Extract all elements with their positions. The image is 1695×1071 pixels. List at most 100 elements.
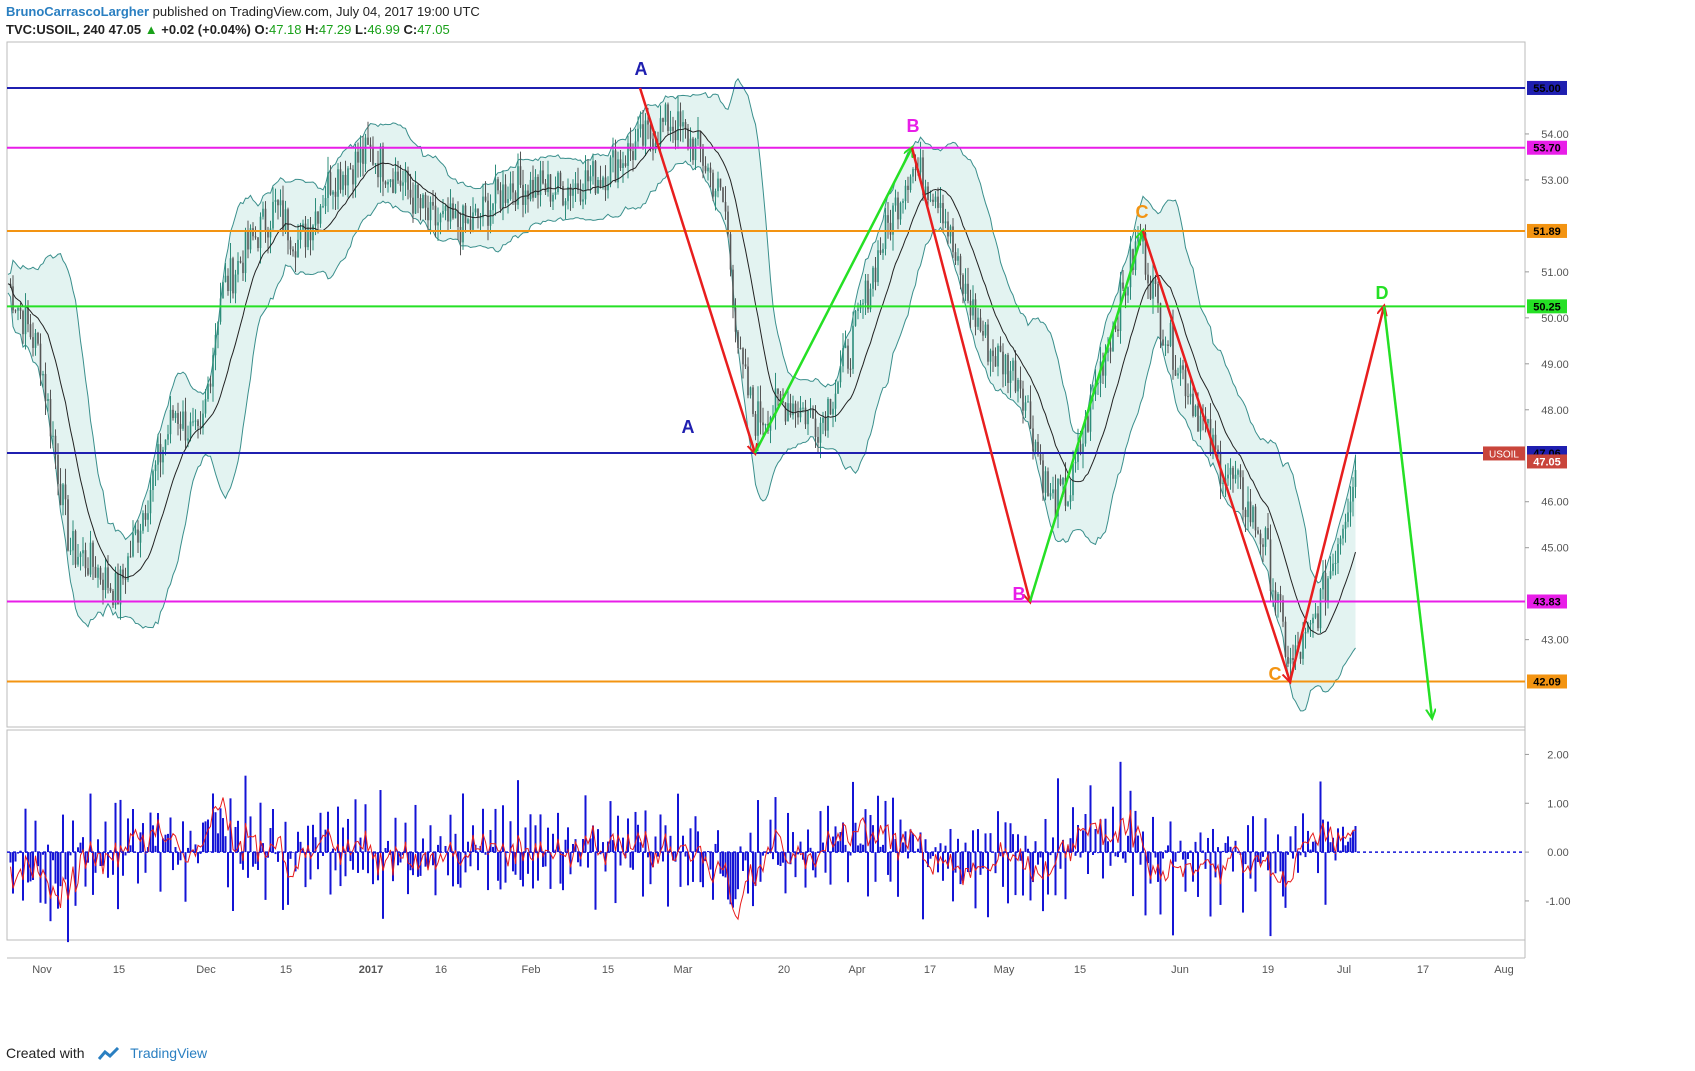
candle-body bbox=[709, 167, 712, 173]
candle-body bbox=[764, 424, 767, 426]
histogram-bar bbox=[82, 837, 84, 853]
histogram-bar bbox=[679, 852, 682, 887]
candle-body bbox=[289, 240, 292, 250]
candle-body bbox=[142, 513, 144, 531]
time-tick-label: Feb bbox=[522, 964, 541, 976]
candle-body bbox=[22, 310, 24, 335]
histogram-bar bbox=[972, 830, 974, 853]
candle-body bbox=[99, 567, 102, 580]
candle-body bbox=[97, 567, 99, 578]
histogram-bar bbox=[172, 852, 174, 871]
candle-body bbox=[184, 411, 187, 441]
histogram-bar bbox=[352, 852, 354, 870]
candle-body bbox=[1247, 501, 1249, 518]
candle-body bbox=[339, 169, 342, 190]
candle-body bbox=[1179, 365, 1182, 374]
candle-body bbox=[87, 568, 89, 575]
histogram-bar bbox=[409, 852, 412, 871]
candle-body bbox=[464, 205, 467, 224]
histogram-bar bbox=[874, 852, 877, 882]
candle-body bbox=[419, 198, 422, 209]
candle-body bbox=[552, 194, 554, 202]
histogram-bar bbox=[869, 815, 872, 853]
histogram-bar bbox=[839, 832, 842, 853]
candle-body bbox=[104, 567, 107, 591]
histogram-bar bbox=[1294, 826, 1297, 853]
time-tick-label: 15 bbox=[113, 964, 125, 976]
candle-body bbox=[934, 196, 937, 202]
histogram-bar bbox=[459, 852, 462, 888]
candle-body bbox=[1137, 236, 1139, 242]
candle-body bbox=[1164, 344, 1167, 346]
candle-body bbox=[324, 198, 327, 207]
histogram-bar bbox=[124, 852, 127, 856]
histogram-bar bbox=[1027, 848, 1029, 853]
histogram-bar bbox=[254, 852, 257, 864]
histogram-bar bbox=[47, 844, 49, 853]
histogram-bar bbox=[1297, 852, 1299, 873]
histogram-bar bbox=[234, 826, 237, 853]
candle-body bbox=[1034, 441, 1037, 451]
tradingview-brand[interactable]: TradingView bbox=[130, 1045, 208, 1061]
bollinger-lower-line bbox=[7, 160, 1356, 712]
histogram-bar bbox=[622, 837, 624, 853]
candle-body bbox=[592, 161, 594, 177]
histogram-bar bbox=[1337, 828, 1339, 853]
histogram-bar bbox=[849, 852, 852, 856]
histogram-bar bbox=[1107, 841, 1109, 853]
candle-body bbox=[267, 231, 269, 238]
candle-body bbox=[327, 172, 329, 199]
candle-body bbox=[199, 425, 202, 428]
histogram-bar bbox=[1172, 852, 1174, 936]
candle-body bbox=[1282, 600, 1284, 622]
candle-body bbox=[997, 345, 999, 367]
histogram-bar bbox=[862, 844, 864, 853]
candle-body bbox=[554, 192, 557, 195]
candle-body bbox=[962, 275, 964, 294]
histogram-bar bbox=[1312, 841, 1314, 853]
histogram-bar bbox=[584, 795, 587, 853]
histogram-bar bbox=[1304, 852, 1307, 858]
histogram-bar bbox=[844, 844, 847, 853]
candle-body bbox=[1067, 501, 1069, 506]
candle-body bbox=[847, 345, 849, 369]
candle-body bbox=[822, 417, 824, 423]
level-price-tag bbox=[1527, 594, 1567, 609]
candle-body bbox=[779, 393, 782, 401]
close-value: 47.05 bbox=[417, 22, 450, 37]
candle-body bbox=[527, 190, 529, 200]
candle-body bbox=[869, 288, 872, 310]
histogram-bar bbox=[1289, 836, 1292, 853]
author-name[interactable]: BrunoCarrascoLargher bbox=[6, 4, 150, 19]
candle-body bbox=[787, 403, 789, 422]
candle-body bbox=[757, 401, 759, 436]
histogram-bar bbox=[1167, 845, 1169, 853]
candle-body bbox=[704, 165, 707, 172]
histogram-bar bbox=[549, 852, 552, 889]
price-tick-label: 46.00 bbox=[1541, 497, 1569, 509]
candle-body bbox=[122, 569, 124, 579]
histogram-bar bbox=[692, 852, 694, 882]
candle-body bbox=[557, 172, 559, 193]
candle-body bbox=[442, 210, 444, 215]
histogram-bar bbox=[1287, 852, 1289, 855]
candle-body bbox=[1197, 405, 1199, 432]
candle-body bbox=[312, 225, 314, 241]
candle-body bbox=[444, 205, 447, 211]
candle-body bbox=[59, 483, 62, 506]
histogram-bar bbox=[682, 835, 684, 853]
candle-body bbox=[314, 211, 317, 226]
price-tick-label: 45.00 bbox=[1541, 543, 1569, 555]
candle-body bbox=[262, 208, 264, 217]
published-text: published on TradingView.com, July 04, 2… bbox=[152, 4, 480, 19]
candle-body bbox=[574, 183, 577, 189]
candle-body bbox=[152, 471, 154, 491]
histogram-bar bbox=[392, 852, 394, 882]
candle-body bbox=[349, 168, 352, 170]
candle-body bbox=[1184, 369, 1187, 397]
histogram-bar bbox=[1274, 852, 1277, 874]
candle-body bbox=[329, 172, 332, 195]
high-label: H: bbox=[305, 22, 319, 37]
histogram-bar bbox=[854, 822, 857, 853]
